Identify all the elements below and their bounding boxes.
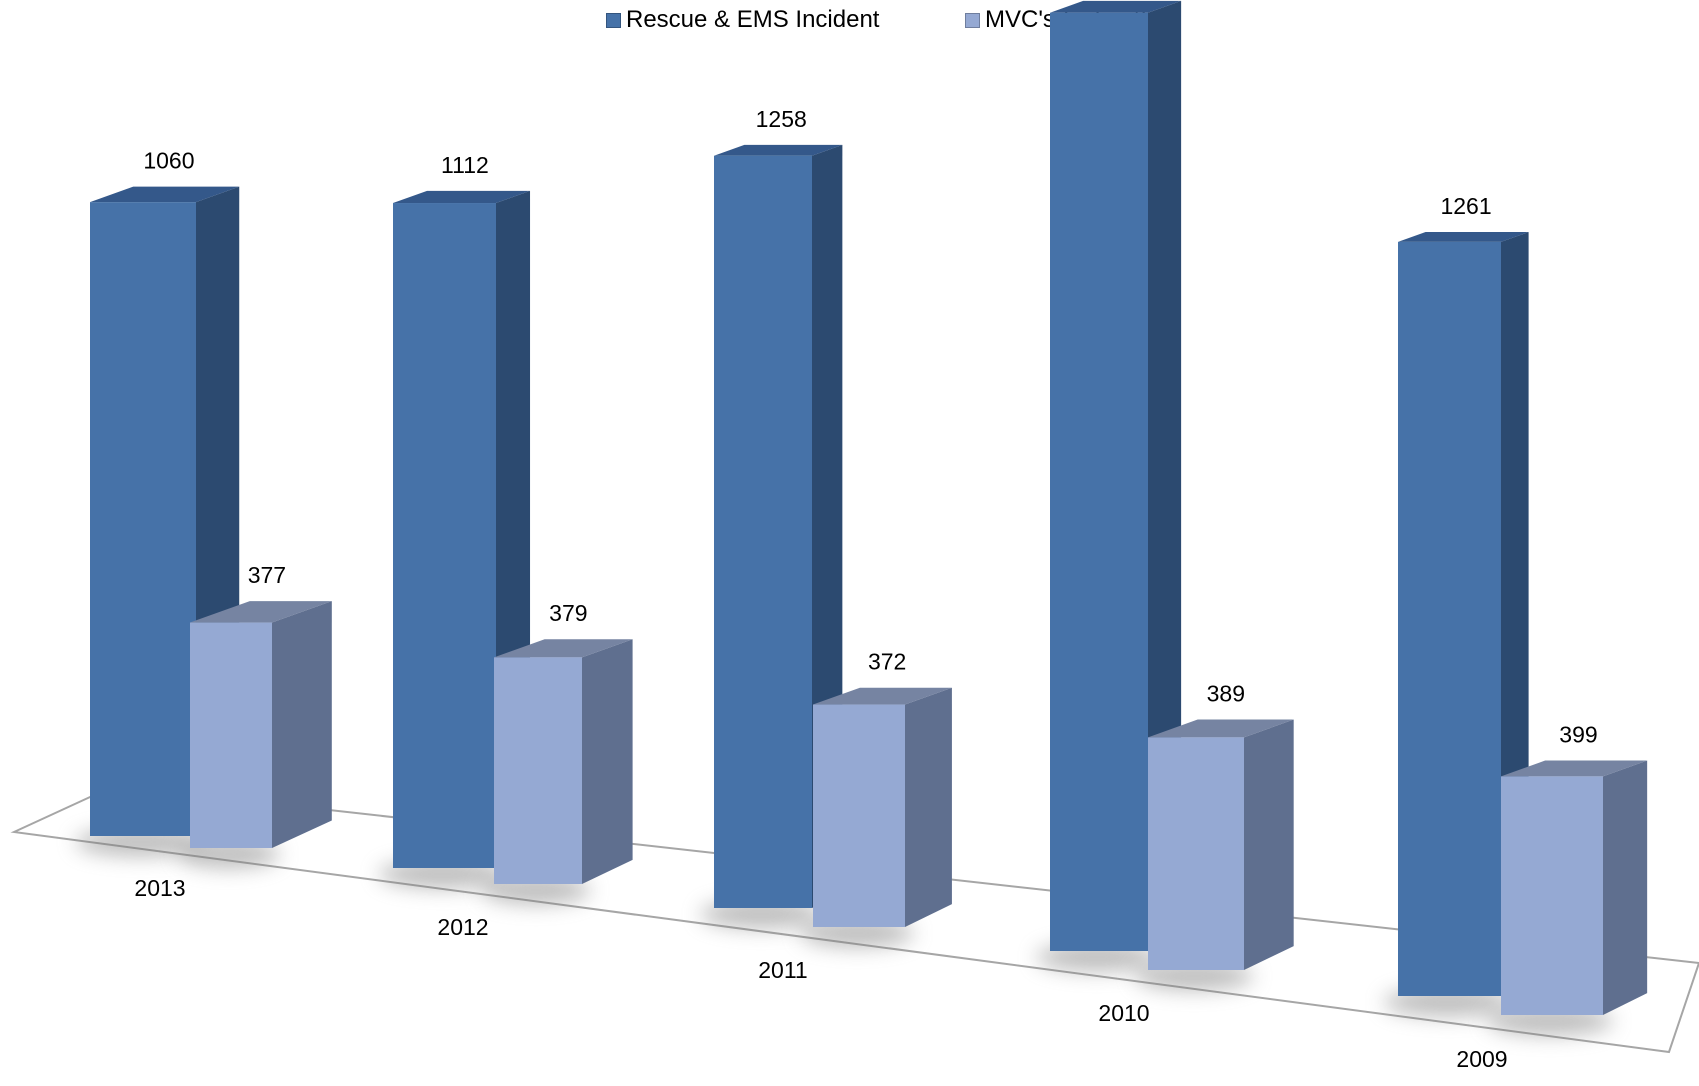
data-label: 1261 <box>1440 193 1491 219</box>
bar-top-face <box>1398 232 1529 242</box>
x-tick-label: 2009 <box>1456 1046 1507 1072</box>
bar-series <box>90 0 1648 1015</box>
x-tick-label: 2013 <box>134 875 185 901</box>
bar-front-face <box>90 202 196 836</box>
data-label: 377 <box>248 562 286 588</box>
bar-series-1-2010 <box>1050 0 1182 952</box>
bar-series-1-2009 <box>1398 232 1529 997</box>
bar-side-face <box>1603 760 1648 1015</box>
legend-swatch-series-2 <box>965 12 980 28</box>
bar-top-face <box>714 144 843 156</box>
bar-front-face <box>714 155 812 908</box>
bar-side-face <box>272 601 332 848</box>
bar-series-2-2011 <box>813 687 952 927</box>
bar-series-2-2013 <box>190 601 332 848</box>
legend-label-series-1: Rescue & EMS Incident <box>626 6 880 33</box>
legend-item-series-1[interactable]: Rescue & EMS Incident <box>606 4 879 36</box>
legend-swatch-series-1 <box>606 12 621 28</box>
bar-series-2-2012 <box>494 639 633 884</box>
x-tick-label: 2012 <box>437 914 488 940</box>
bar-top-face <box>813 687 952 705</box>
data-labels: 10603771112379125837215693891261399 <box>143 106 1597 748</box>
data-label: 389 <box>1207 681 1245 707</box>
data-label: 1258 <box>756 106 807 132</box>
x-axis-tick-labels: 2013 2012 2011 2010 2009 <box>134 875 1507 1072</box>
bar-top-face <box>190 601 332 623</box>
bar-front-face <box>1148 737 1244 970</box>
bar-series-2-2009 <box>1501 760 1648 1015</box>
data-label: 1060 <box>143 148 194 174</box>
bar-front-face <box>190 622 272 848</box>
x-tick-label: 2010 <box>1098 1000 1149 1026</box>
bar-front-face <box>1398 241 1501 996</box>
data-label: 399 <box>1559 722 1597 748</box>
bar-top-face <box>1501 760 1648 777</box>
bar-series-2-2010 <box>1148 719 1294 970</box>
bar-front-face <box>494 657 582 884</box>
bar-side-face <box>1148 0 1182 952</box>
bar-series-1-2012 <box>393 190 531 869</box>
bar-top-face <box>393 190 531 204</box>
bar-side-face <box>582 639 633 884</box>
bar-side-face <box>905 687 952 927</box>
bar-top-face <box>1050 0 1182 13</box>
data-label: 372 <box>868 649 906 675</box>
data-label: 1112 <box>441 152 489 178</box>
bar-front-face <box>1050 12 1148 952</box>
bar-top-face <box>1148 719 1294 738</box>
bar-top-face <box>90 186 240 203</box>
x-tick-label: 2011 <box>758 957 807 983</box>
bar-front-face <box>1501 776 1603 1015</box>
bar-top-face <box>494 639 633 658</box>
bar-side-face <box>1244 719 1294 970</box>
bar-front-face <box>393 203 496 869</box>
data-label: 379 <box>549 600 587 626</box>
bar-front-face <box>813 704 905 927</box>
